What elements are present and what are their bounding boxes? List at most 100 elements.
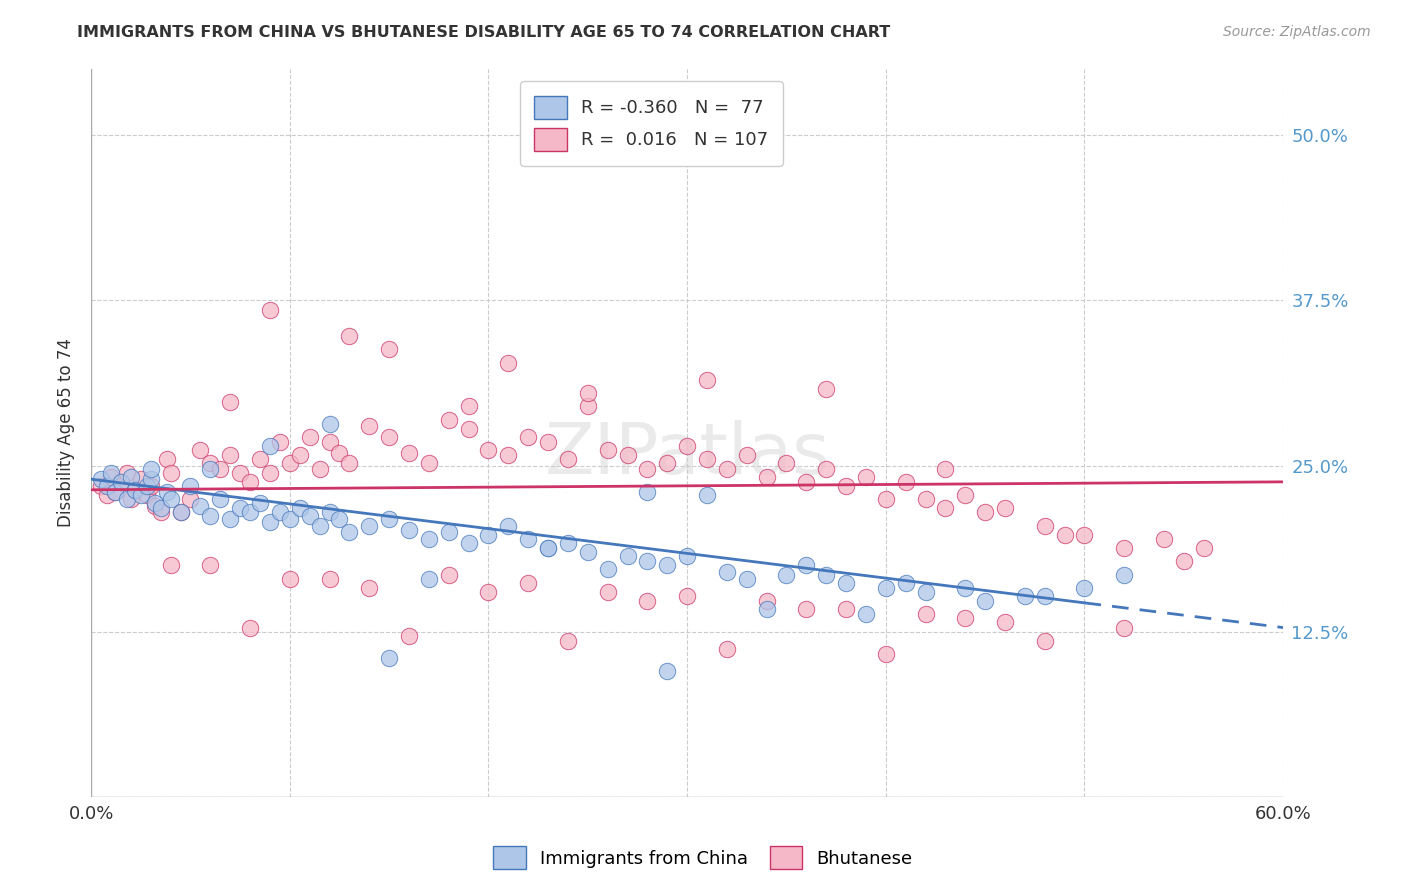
Point	[259, 302, 281, 317]
Point	[298, 430, 321, 444]
Point	[179, 491, 201, 506]
Point	[894, 575, 917, 590]
Point	[339, 525, 361, 540]
Point	[994, 615, 1017, 630]
Point	[955, 611, 977, 625]
Point	[755, 594, 778, 608]
Point	[477, 584, 499, 599]
Point	[1033, 633, 1056, 648]
Point	[219, 395, 242, 409]
Point	[914, 584, 936, 599]
Point	[696, 488, 718, 502]
Point	[318, 572, 340, 586]
Point	[269, 435, 291, 450]
Point	[259, 466, 281, 480]
Point	[288, 448, 311, 462]
Point	[209, 461, 232, 475]
Point	[1192, 541, 1215, 555]
Point	[179, 479, 201, 493]
Point	[159, 466, 181, 480]
Point	[139, 472, 162, 486]
Point	[457, 400, 479, 414]
Point	[657, 665, 679, 679]
Point	[278, 456, 301, 470]
Point	[100, 469, 122, 483]
Point	[159, 491, 181, 506]
Point	[239, 505, 262, 519]
Point	[457, 422, 479, 436]
Point	[339, 329, 361, 343]
Point	[557, 633, 579, 648]
Point	[775, 456, 797, 470]
Point	[696, 452, 718, 467]
Point	[676, 589, 699, 603]
Point	[1114, 541, 1136, 555]
Point	[934, 501, 956, 516]
Point	[308, 461, 330, 475]
Point	[278, 512, 301, 526]
Point	[156, 485, 179, 500]
Point	[735, 448, 758, 462]
Point	[437, 567, 460, 582]
Point	[229, 501, 252, 516]
Point	[229, 466, 252, 480]
Point	[794, 475, 817, 489]
Point	[200, 461, 222, 475]
Point	[875, 581, 897, 595]
Point	[124, 483, 146, 497]
Point	[657, 456, 679, 470]
Point	[318, 505, 340, 519]
Point	[90, 472, 112, 486]
Point	[994, 501, 1017, 516]
Point	[596, 443, 619, 458]
Point	[616, 448, 638, 462]
Point	[143, 496, 166, 510]
Point	[124, 483, 146, 497]
Point	[775, 567, 797, 582]
Point	[359, 518, 381, 533]
Point	[537, 541, 560, 555]
Point	[498, 448, 520, 462]
Point	[676, 439, 699, 453]
Point	[716, 565, 738, 579]
Point	[437, 525, 460, 540]
Point	[104, 485, 127, 500]
Point	[616, 549, 638, 563]
Point	[716, 641, 738, 656]
Point	[815, 567, 838, 582]
Point	[298, 509, 321, 524]
Point	[755, 602, 778, 616]
Point	[537, 541, 560, 555]
Point	[200, 509, 222, 524]
Point	[135, 479, 157, 493]
Text: ZIPatlas: ZIPatlas	[544, 420, 830, 489]
Point	[96, 479, 118, 493]
Point	[636, 554, 658, 568]
Point	[974, 505, 997, 519]
Point	[1114, 567, 1136, 582]
Point	[934, 461, 956, 475]
Legend: Immigrants from China, Bhutanese: Immigrants from China, Bhutanese	[484, 838, 922, 879]
Point	[209, 491, 232, 506]
Point	[835, 575, 858, 590]
Point	[115, 466, 138, 480]
Point	[378, 512, 401, 526]
Point	[636, 485, 658, 500]
Point	[517, 430, 540, 444]
Point	[156, 452, 179, 467]
Point	[239, 621, 262, 635]
Point	[418, 572, 440, 586]
Point	[219, 448, 242, 462]
Point	[169, 505, 191, 519]
Point	[855, 607, 877, 622]
Point	[596, 562, 619, 576]
Point	[517, 532, 540, 546]
Point	[696, 373, 718, 387]
Point	[418, 532, 440, 546]
Point	[815, 461, 838, 475]
Point	[129, 488, 152, 502]
Point	[596, 584, 619, 599]
Y-axis label: Disability Age 65 to 74: Disability Age 65 to 74	[58, 338, 75, 527]
Point	[735, 572, 758, 586]
Point	[576, 386, 599, 401]
